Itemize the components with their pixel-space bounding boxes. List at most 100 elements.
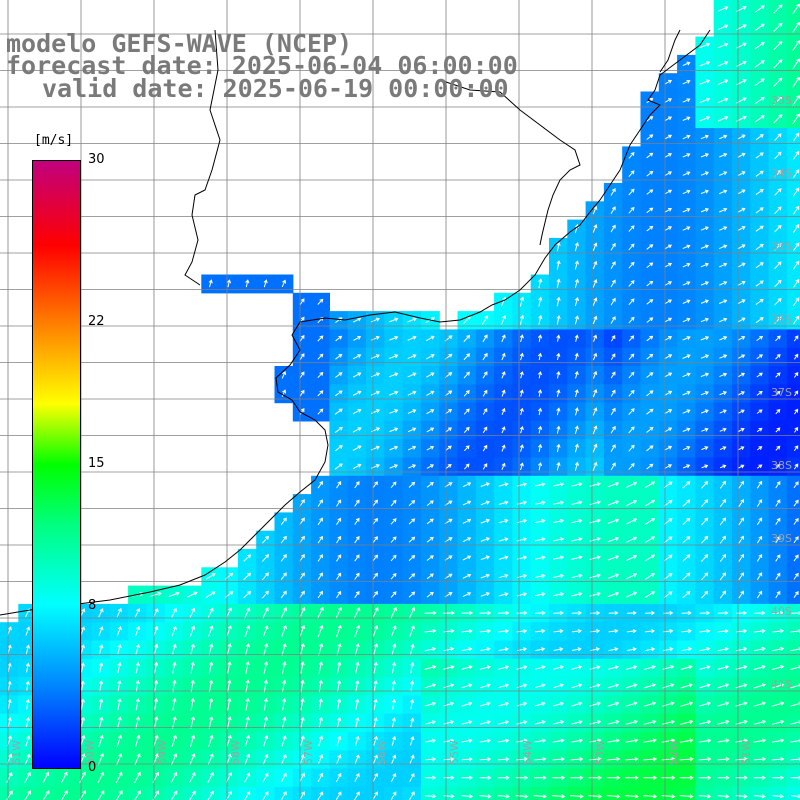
wind-arrow <box>717 61 729 67</box>
wind-arrow <box>719 226 728 231</box>
wind-speed-cell <box>786 183 800 202</box>
wind-arrow <box>334 426 343 434</box>
latitude-label: 41S <box>771 678 792 691</box>
wind-arrow <box>755 170 764 177</box>
wind-arrow <box>317 499 323 507</box>
wind-arrow <box>208 279 213 288</box>
wind-arrow <box>754 23 765 32</box>
wind-arrow <box>445 427 452 433</box>
wind-arrow <box>698 794 712 799</box>
wind-arrow <box>463 334 471 342</box>
wind-arrow <box>299 754 305 765</box>
wind-arrow <box>699 628 711 634</box>
wind-arrow <box>389 464 399 469</box>
wind-arrow <box>737 152 746 158</box>
wind-arrow <box>98 644 104 655</box>
wind-arrow <box>515 775 529 780</box>
wind-arrow <box>626 481 638 488</box>
wind-arrow <box>628 225 635 232</box>
wind-arrow <box>628 371 635 379</box>
wind-arrow <box>372 772 378 782</box>
wind-arrow <box>664 299 673 305</box>
wind-arrow <box>299 408 305 415</box>
wind-arrow <box>664 79 673 85</box>
colorbar-tick-label: 0 <box>88 760 97 775</box>
wind-arrow <box>753 701 766 707</box>
wind-arrow <box>607 665 620 670</box>
wind-arrow <box>501 462 506 470</box>
wind-arrow <box>773 95 783 106</box>
wind-arrow <box>737 134 746 140</box>
wind-arrow <box>719 572 727 581</box>
wind-arrow <box>664 409 673 415</box>
wind-arrow <box>190 697 195 711</box>
wind-arrow <box>318 735 324 747</box>
wind-arrow <box>300 661 305 674</box>
wind-arrow <box>534 555 546 560</box>
wind-arrow <box>682 427 691 432</box>
wind-arrow <box>682 153 691 158</box>
wind-arrow <box>299 624 306 638</box>
wind-arrow <box>463 389 470 397</box>
wind-arrow <box>701 535 709 544</box>
wind-arrow <box>479 720 491 725</box>
wind-arrow <box>756 354 763 360</box>
wind-arrow <box>317 517 323 526</box>
wind-arrow <box>664 244 673 250</box>
wind-arrow <box>700 171 709 176</box>
wind-arrow <box>737 372 746 378</box>
wind-arrow <box>643 757 658 762</box>
wind-arrow <box>390 606 397 619</box>
wind-arrow <box>537 352 543 361</box>
wind-arrow <box>534 683 546 689</box>
wind-arrow <box>646 134 654 140</box>
wind-arrow <box>117 698 122 711</box>
wind-arrow <box>353 606 361 619</box>
wind-arrow <box>679 775 694 780</box>
wind-arrow <box>445 445 452 451</box>
wind-arrow <box>226 643 232 656</box>
wind-arrow <box>628 316 635 324</box>
wind-arrow <box>97 753 104 766</box>
wind-arrow <box>679 794 694 799</box>
wind-arrow <box>61 790 68 800</box>
wind-speed-cell <box>695 786 715 800</box>
wind-speed-cell <box>786 494 800 513</box>
wind-arrow <box>682 244 691 250</box>
wind-arrow <box>299 371 305 379</box>
wind-arrow <box>409 643 415 656</box>
wind-arrow <box>390 536 397 543</box>
wind-arrow <box>698 775 712 780</box>
river-plate-coast <box>184 29 221 286</box>
wind-arrow <box>774 243 782 251</box>
wind-arrow <box>556 407 561 416</box>
wind-arrow <box>516 537 528 542</box>
wind-arrow <box>461 794 474 799</box>
wind-arrow <box>682 499 691 507</box>
wind-arrow <box>607 481 620 488</box>
wind-arrow <box>628 298 635 306</box>
wind-arrow <box>462 537 472 543</box>
wind-arrow <box>570 738 584 743</box>
wind-arrow <box>336 735 342 746</box>
wind-arrow <box>189 753 196 765</box>
wind-arrow <box>372 536 378 544</box>
wind-arrow <box>754 115 765 123</box>
wind-arrow <box>607 500 620 506</box>
wind-arrow <box>480 573 490 579</box>
wind-arrow <box>117 680 122 692</box>
wind-arrow <box>171 734 177 747</box>
wind-arrow <box>643 775 658 780</box>
wind-arrow <box>352 354 362 360</box>
wind-arrow <box>644 665 656 670</box>
wind-arrow <box>571 573 583 579</box>
wind-arrow <box>355 717 360 728</box>
wind-arrow <box>793 572 799 580</box>
wind-arrow <box>370 372 381 378</box>
wind-arrow <box>772 646 785 652</box>
wind-arrow <box>628 426 635 434</box>
wind-arrow <box>371 335 380 341</box>
wind-arrow <box>552 573 565 578</box>
wind-arrow <box>737 280 746 287</box>
wind-arrow <box>556 461 561 471</box>
